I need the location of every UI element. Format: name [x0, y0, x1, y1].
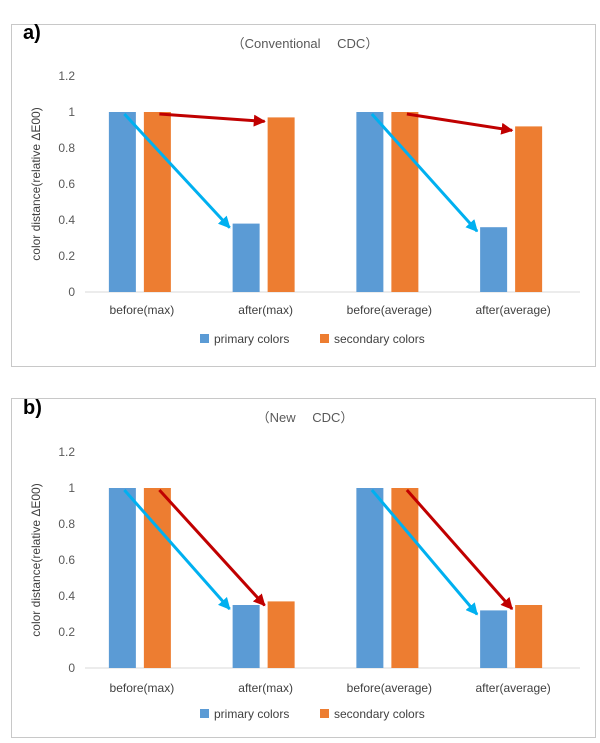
y-tick-label: 1: [68, 105, 75, 119]
bar-secondary-colors-afteraverage: [515, 605, 543, 668]
y-tick-label: 0.6: [58, 553, 75, 567]
bar-primary-colors-aftermax: [232, 223, 260, 292]
bar-primary-colors-aftermax: [232, 605, 260, 668]
bar-primary-colors-beforeaverage: [356, 112, 384, 292]
y-tick-label: 0.4: [58, 213, 75, 227]
trend-arrow: [123, 112, 231, 229]
legend-swatch: [200, 709, 209, 718]
y-tick-label: 0.6: [58, 177, 75, 191]
x-tick-label: before(max): [110, 681, 175, 695]
chart-panel-b: [11, 398, 596, 738]
bar-secondary-colors-beforeaverage: [391, 488, 419, 668]
x-tick-label: after(average): [475, 303, 550, 317]
panel-label-a: a): [23, 22, 41, 44]
legend-swatch: [320, 709, 329, 718]
bar-primary-colors-beforemax: [108, 112, 136, 292]
legend-swatch: [200, 334, 209, 343]
y-tick-label: 0.2: [58, 625, 75, 639]
y-tick-label: 1.2: [58, 69, 75, 83]
trend-arrow: [370, 489, 479, 616]
panel-label-b: b): [23, 397, 42, 419]
legend-label: primary colors: [214, 332, 289, 346]
y-tick-label: 1.2: [58, 445, 75, 459]
y-tick-label: 0.8: [58, 517, 75, 531]
y-tick-label: 0.4: [58, 589, 75, 603]
trend-arrow: [123, 489, 231, 610]
y-tick-label: 0.2: [58, 249, 75, 263]
bar-primary-colors-afteraverage: [480, 227, 508, 292]
x-tick-label: after(max): [238, 303, 293, 317]
y-tick-label: 0.8: [58, 141, 75, 155]
bar-primary-colors-beforeaverage: [356, 488, 384, 668]
y-tick-label: 1: [68, 481, 75, 495]
y-tick-label: 0: [68, 285, 75, 299]
y-axis-label: color distance(relative ΔE00): [29, 483, 43, 636]
y-axis-label: color distance(relative ΔE00): [29, 107, 43, 260]
legend-label: secondary colors: [334, 707, 425, 721]
trend-arrow: [158, 488, 266, 607]
chart-panel-a: [11, 24, 596, 367]
trend-arrow: [405, 489, 514, 610]
trend-arrow: [159, 112, 266, 127]
x-tick-label: after(max): [238, 681, 293, 695]
y-tick-label: 0: [68, 661, 75, 675]
bar-primary-colors-afteraverage: [480, 610, 508, 668]
legend-label: primary colors: [214, 707, 289, 721]
bar-secondary-colors-afteraverage: [515, 126, 543, 293]
x-tick-label: after(average): [475, 681, 550, 695]
legend-swatch: [320, 334, 329, 343]
x-tick-label: before(average): [347, 303, 432, 317]
bar-primary-colors-beforemax: [108, 488, 136, 668]
x-tick-label: before(average): [347, 681, 432, 695]
legend-label: secondary colors: [334, 332, 425, 346]
trend-arrow: [370, 112, 479, 233]
chart-title: （Conventional CDC）: [232, 36, 379, 51]
trend-arrow: [406, 112, 514, 135]
bar-secondary-colors-aftermax: [267, 117, 295, 293]
bar-secondary-colors-aftermax: [267, 601, 295, 668]
chart-title: （New CDC）: [257, 410, 354, 425]
x-tick-label: before(max): [110, 303, 175, 317]
